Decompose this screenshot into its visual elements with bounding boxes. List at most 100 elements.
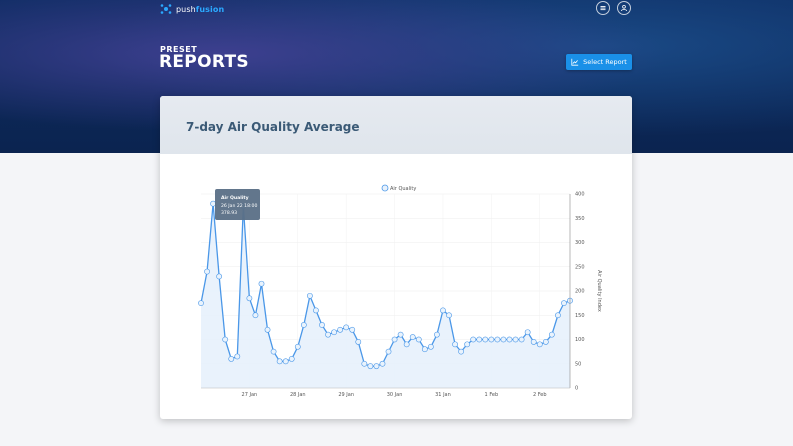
user-button[interactable]	[617, 1, 631, 15]
data-point[interactable]	[246, 295, 253, 302]
data-point[interactable]	[361, 360, 368, 367]
data-point[interactable]	[385, 348, 392, 355]
data-point[interactable]	[325, 331, 331, 338]
data-point[interactable]	[252, 312, 259, 319]
data-point[interactable]	[313, 307, 319, 314]
tooltip-title: Air Quality	[221, 195, 249, 201]
page-title: REPORTS	[159, 52, 249, 72]
data-point[interactable]	[555, 312, 561, 319]
report-card: 7-day Air Quality Average 0 50 100 150 200 25…	[160, 96, 632, 419]
data-point[interactable]	[282, 358, 289, 365]
data-point[interactable]	[530, 339, 537, 345]
y-tick-label: 300	[575, 240, 585, 246]
data-point[interactable]	[379, 360, 386, 367]
chart-points	[198, 200, 573, 370]
tooltip-date: 26 Jan 22 18:00	[221, 203, 257, 209]
data-point[interactable]	[464, 341, 471, 348]
data-point[interactable]	[452, 341, 458, 348]
air-quality-chart[interactable]: 0 50 100 150 200 250 300 350 400 27 Jan 28 Jan 29 J…	[160, 96, 632, 419]
data-point[interactable]	[234, 353, 241, 360]
x-tick-label: 30 Jan	[387, 392, 403, 398]
legend-swatch	[381, 184, 389, 192]
data-point[interactable]	[524, 329, 531, 336]
data-point[interactable]	[300, 322, 307, 328]
x-tick-label: 2 Feb	[533, 392, 547, 398]
user-icon	[621, 4, 627, 12]
brand-name: pushfusion	[176, 5, 224, 14]
data-point[interactable]	[500, 336, 507, 343]
data-point[interactable]	[391, 336, 398, 343]
y-tick-label: 100	[575, 337, 585, 343]
data-point[interactable]	[506, 336, 513, 343]
brand-name-plain: push	[176, 4, 196, 14]
y-tick-label: 150	[575, 313, 585, 319]
data-point[interactable]	[512, 336, 519, 343]
series-area-fill	[201, 203, 570, 388]
brand-logo[interactable]: pushfusion	[160, 3, 224, 15]
data-point[interactable]	[446, 312, 452, 319]
data-point[interactable]	[373, 363, 380, 370]
x-tick-label: 31 Jan	[435, 392, 451, 398]
data-point[interactable]	[198, 300, 204, 307]
data-point[interactable]	[294, 343, 301, 350]
data-point[interactable]	[397, 331, 404, 338]
select-report-button[interactable]: Select Report	[566, 54, 632, 70]
x-tick-label: 28 Jan	[290, 392, 306, 398]
data-point[interactable]	[518, 336, 525, 343]
x-tick-label: 1 Feb	[485, 392, 499, 398]
data-point[interactable]	[343, 324, 350, 331]
chart-legend[interactable]: Air Quality	[381, 184, 416, 192]
y-tick-label: 250	[575, 264, 585, 270]
data-point[interactable]	[210, 200, 216, 207]
data-point[interactable]	[427, 343, 434, 350]
data-point[interactable]	[204, 268, 210, 275]
chart-area	[200, 203, 571, 388]
data-point[interactable]	[349, 326, 356, 333]
data-point[interactable]	[222, 336, 229, 343]
data-point[interactable]	[542, 339, 549, 345]
tooltip-box	[215, 189, 260, 220]
x-tick-label: 29 Jan	[338, 392, 354, 398]
data-point[interactable]	[415, 336, 422, 343]
data-point[interactable]	[355, 339, 362, 345]
data-point[interactable]	[264, 326, 271, 333]
data-point[interactable]	[367, 363, 374, 370]
data-point[interactable]	[409, 334, 416, 340]
data-point[interactable]	[434, 331, 440, 338]
data-point[interactable]	[536, 341, 543, 348]
data-point[interactable]	[548, 331, 555, 338]
menu-button[interactable]	[596, 1, 610, 15]
data-point[interactable]	[276, 358, 283, 365]
chart-tooltip: Air Quality 26 Jan 22 18:00 378.93	[215, 189, 260, 220]
data-point[interactable]	[258, 280, 265, 287]
page-eyebrow: PRESET	[160, 45, 198, 54]
data-point[interactable]	[488, 336, 495, 343]
data-point[interactable]	[337, 326, 344, 333]
data-point[interactable]	[494, 336, 501, 343]
y-tick-label: 350	[575, 216, 585, 222]
data-point[interactable]	[561, 300, 567, 307]
data-point[interactable]	[476, 336, 483, 343]
y-tick-label: 200	[575, 289, 585, 295]
y-axis-title: Air Quality Index	[596, 270, 602, 312]
data-point[interactable]	[331, 329, 337, 336]
data-point[interactable]	[440, 307, 446, 314]
chart-line-icon	[571, 58, 579, 66]
data-point[interactable]	[458, 348, 465, 355]
data-point[interactable]	[216, 273, 223, 280]
card-header: 7-day Air Quality Average	[160, 96, 632, 154]
select-report-label: Select Report	[583, 58, 627, 66]
data-point[interactable]	[270, 348, 277, 355]
data-point[interactable]	[288, 355, 295, 362]
data-point[interactable]	[403, 341, 410, 348]
card-title: 7-day Air Quality Average	[186, 120, 360, 134]
data-point[interactable]	[421, 346, 428, 353]
pushfusion-logo-icon	[160, 4, 172, 14]
data-point[interactable]	[482, 336, 489, 343]
legend-label: Air Quality	[390, 186, 416, 192]
brand-name-bold: fusion	[195, 4, 225, 14]
data-point[interactable]	[319, 322, 325, 328]
data-point[interactable]	[306, 292, 313, 299]
data-point[interactable]	[470, 336, 477, 343]
data-point[interactable]	[228, 355, 235, 362]
